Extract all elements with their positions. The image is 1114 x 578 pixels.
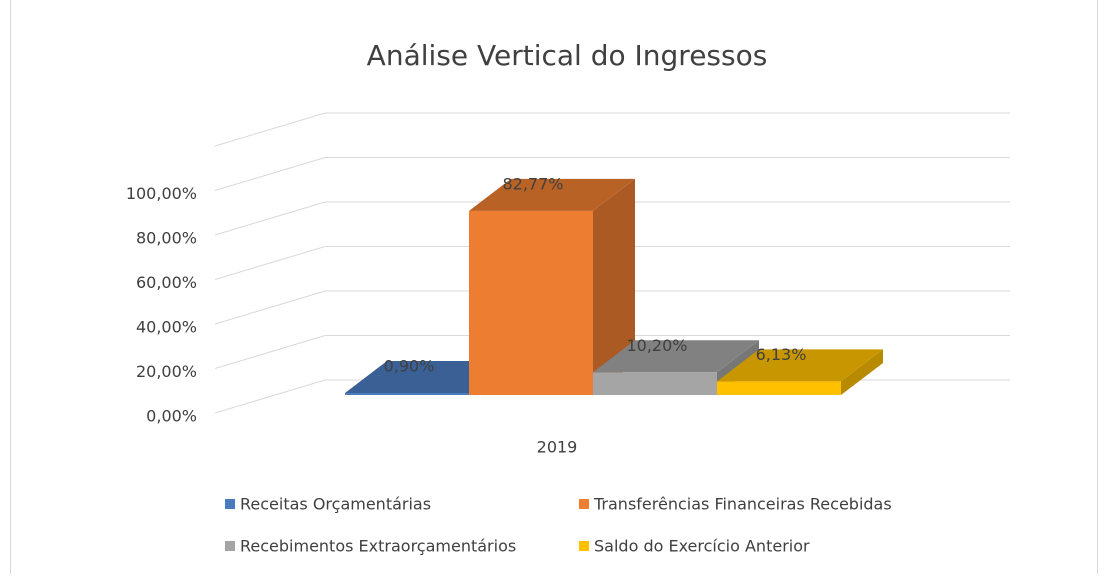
grid-line — [214, 201, 1010, 236]
bar — [345, 392, 469, 395]
y-tick-label: 40,00% — [136, 318, 197, 337]
bar-top — [593, 340, 759, 373]
wall-edge — [214, 112, 1010, 147]
bar-side — [593, 178, 635, 395]
legend-swatch — [225, 499, 235, 509]
bar — [717, 381, 841, 395]
y-tick-label: 20,00% — [136, 362, 197, 381]
y-tick-label: 80,00% — [136, 229, 197, 248]
legend-label: Recebimentos Extraorçamentários — [240, 537, 516, 556]
legend-label: Receitas Orçamentárias — [240, 495, 431, 514]
legend-swatch — [579, 541, 589, 551]
data-label: 6,13% — [756, 345, 807, 364]
y-tick-label: 100,00% — [126, 184, 197, 203]
grid-line — [214, 290, 1010, 325]
legend-swatch — [225, 541, 235, 551]
grid-line — [214, 335, 1010, 369]
grid-line — [214, 246, 1010, 280]
data-label: 0,90% — [384, 356, 435, 375]
y-tick-label: 60,00% — [136, 273, 197, 292]
bar — [469, 210, 593, 395]
data-label: 10,20% — [626, 336, 687, 355]
bar-side — [841, 349, 883, 395]
bar — [593, 372, 717, 395]
legend-label: Transferências Financeiras Recebidas — [593, 495, 892, 514]
bar-top — [469, 178, 635, 211]
grid-line — [214, 157, 1010, 191]
data-label: 82,77% — [502, 174, 563, 193]
bar-top — [717, 349, 883, 382]
y-tick-label: 0,00% — [146, 407, 197, 426]
legend-swatch — [579, 499, 589, 509]
legend-label: Saldo do Exercício Anterior — [594, 537, 810, 556]
chart-title: Análise Vertical do Ingressos — [367, 39, 768, 72]
x-tick-label: 2019 — [537, 438, 578, 457]
